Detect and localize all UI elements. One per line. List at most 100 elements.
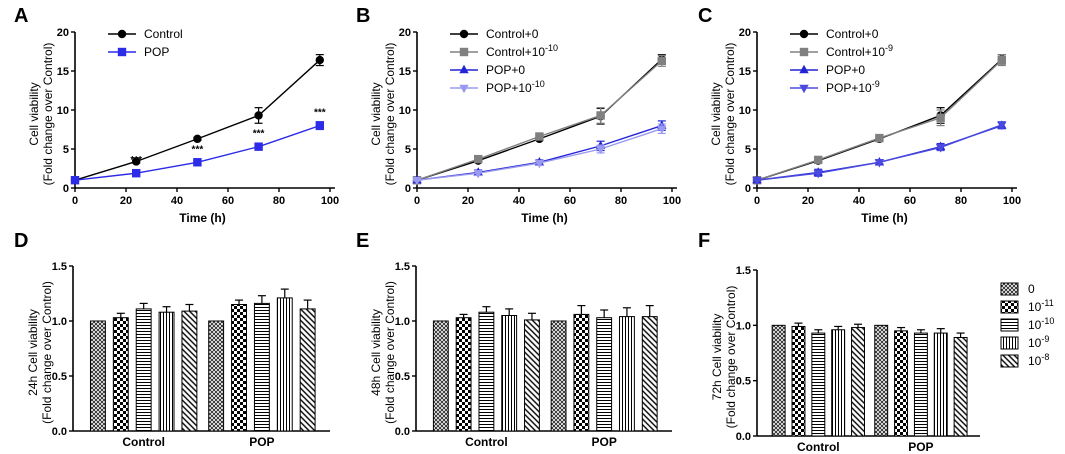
x-category-label: POP xyxy=(249,435,274,449)
y-axis-label-line: (Fold change over Control) xyxy=(724,286,738,429)
y-axis-label-line: 72h Cell viability xyxy=(710,314,724,401)
y-axis-label-line: (Fold change over Control) xyxy=(40,281,54,424)
x-tick-label: 60 xyxy=(564,195,576,207)
bar xyxy=(112,317,129,432)
x-category-label: POP xyxy=(591,435,616,449)
legend-swatch xyxy=(1000,300,1019,314)
x-category-label: Control xyxy=(122,435,165,449)
y-axis-label-line: 24h Cell viability xyxy=(26,309,40,396)
data-point xyxy=(254,111,263,120)
legend-entry: 10-9 xyxy=(1000,334,1049,350)
y-axis-label: 72h Cell viability(Fold change over Cont… xyxy=(710,286,738,429)
bar xyxy=(573,313,590,432)
legend-label: Control+10-10 xyxy=(486,43,558,59)
data-point xyxy=(315,121,324,130)
y-tick-label: 5 xyxy=(405,144,411,156)
legend-entry: POP+10-10 xyxy=(450,79,545,95)
bar xyxy=(619,316,635,432)
y-tick-label: 1.0 xyxy=(736,320,751,332)
legend-entry: POP+0 xyxy=(450,63,525,77)
data-point xyxy=(254,142,263,151)
legend-label: Control+0 xyxy=(826,27,879,41)
data-point xyxy=(315,55,324,65)
legend-label-sup: -8 xyxy=(1041,352,1049,362)
panel-a: A 0 5 10 15 20 0 20 40 60 80 100 Time (h) Cell viabil… xyxy=(14,5,339,225)
y-tick-label: 10 xyxy=(57,105,69,117)
legend-entry: POP+0 xyxy=(790,63,865,77)
legend-entry: Control+0 xyxy=(790,27,879,41)
legend-marker xyxy=(459,47,469,57)
legend-entry: 10-11 xyxy=(1000,298,1054,314)
data-point xyxy=(657,125,667,134)
y-axis-label: Cell viability(Fold change over Control) xyxy=(369,43,397,186)
legend-entry: Control+10-10 xyxy=(450,43,558,59)
bar xyxy=(874,324,889,437)
panel-label: B xyxy=(356,5,370,27)
legend-label: Control+10-9 xyxy=(826,43,893,59)
x-tick-label: 20 xyxy=(120,195,132,207)
bar xyxy=(181,310,198,432)
bar xyxy=(641,316,658,432)
x-tick-label: 60 xyxy=(904,195,916,207)
y-axis-label-line: Cell viability xyxy=(27,82,41,145)
series-pop-0 xyxy=(752,120,1007,184)
y-tick-label: 20 xyxy=(57,27,69,39)
legend-label-sup: -10 xyxy=(1041,316,1054,326)
data-point xyxy=(132,157,141,166)
data-point xyxy=(936,113,945,122)
legend-marker xyxy=(117,47,127,57)
significance-marker: *** xyxy=(130,155,142,166)
group-pop xyxy=(208,288,316,432)
data-point xyxy=(70,176,80,185)
legend-marker xyxy=(799,64,809,74)
y-axis-label-line: 48h Cell viability xyxy=(369,309,383,396)
y-tick-label: 0.0 xyxy=(395,426,410,438)
y-tick-label: 1.5 xyxy=(736,265,751,277)
y-tick-label: 0 xyxy=(405,183,411,195)
legend-label: POP+10-10 xyxy=(486,79,545,95)
series-pop xyxy=(70,121,324,185)
legend-label: POP+0 xyxy=(486,63,525,77)
y-tick-label: 1.5 xyxy=(52,261,67,273)
legend-entry: POP+10-9 xyxy=(790,79,880,95)
panel-label: C xyxy=(698,5,712,27)
bar xyxy=(299,308,316,432)
data-point xyxy=(814,155,823,165)
panel-label: F xyxy=(698,230,710,252)
legend-label-sup: -9 xyxy=(1041,334,1049,344)
bar xyxy=(455,317,472,432)
x-category-label: Control xyxy=(797,440,840,454)
legend-marker xyxy=(799,29,809,39)
legend-entry: 10-10 xyxy=(1000,316,1054,332)
series-line xyxy=(756,124,1003,181)
legend-label: Control xyxy=(144,27,183,41)
y-tick-label: 0.5 xyxy=(736,376,751,388)
data-point xyxy=(752,177,762,186)
legend-label-sup: -10 xyxy=(532,79,545,89)
data-point xyxy=(997,121,1007,131)
legend-label-sup: -9 xyxy=(872,79,880,89)
legend-swatch xyxy=(1000,354,1019,368)
y-tick-label: 15 xyxy=(57,66,69,78)
legend-swatch xyxy=(1000,318,1019,332)
x-category-label: POP xyxy=(908,440,933,454)
series-pop-10 xyxy=(412,123,667,186)
x-tick-label: 60 xyxy=(222,195,234,207)
bar xyxy=(208,320,225,432)
legend-label: 10-8 xyxy=(1028,352,1049,368)
bar xyxy=(231,304,247,432)
data-point xyxy=(193,134,202,144)
legend-entry: POP xyxy=(108,45,169,59)
legend-label: 10-10 xyxy=(1028,316,1054,332)
y-axis-label-line: (Fold change over Control) xyxy=(723,43,737,186)
bar xyxy=(432,320,449,432)
y-tick-label: 5 xyxy=(745,144,751,156)
y-tick-label: 15 xyxy=(399,66,411,78)
x-tick-label: 80 xyxy=(615,195,627,207)
panel-e: E 0.0 0.5 1.0 1.5 48h Cell viability(Fold cha… xyxy=(356,230,672,449)
y-axis-label: Cell viability(Fold change over Control) xyxy=(709,43,737,186)
panel-f: F 0.0 0.5 1.0 1.5 72h Cell viability(Fold cha… xyxy=(698,230,1054,454)
x-tick-label: 20 xyxy=(802,195,814,207)
x-tick-label: 100 xyxy=(663,195,681,207)
